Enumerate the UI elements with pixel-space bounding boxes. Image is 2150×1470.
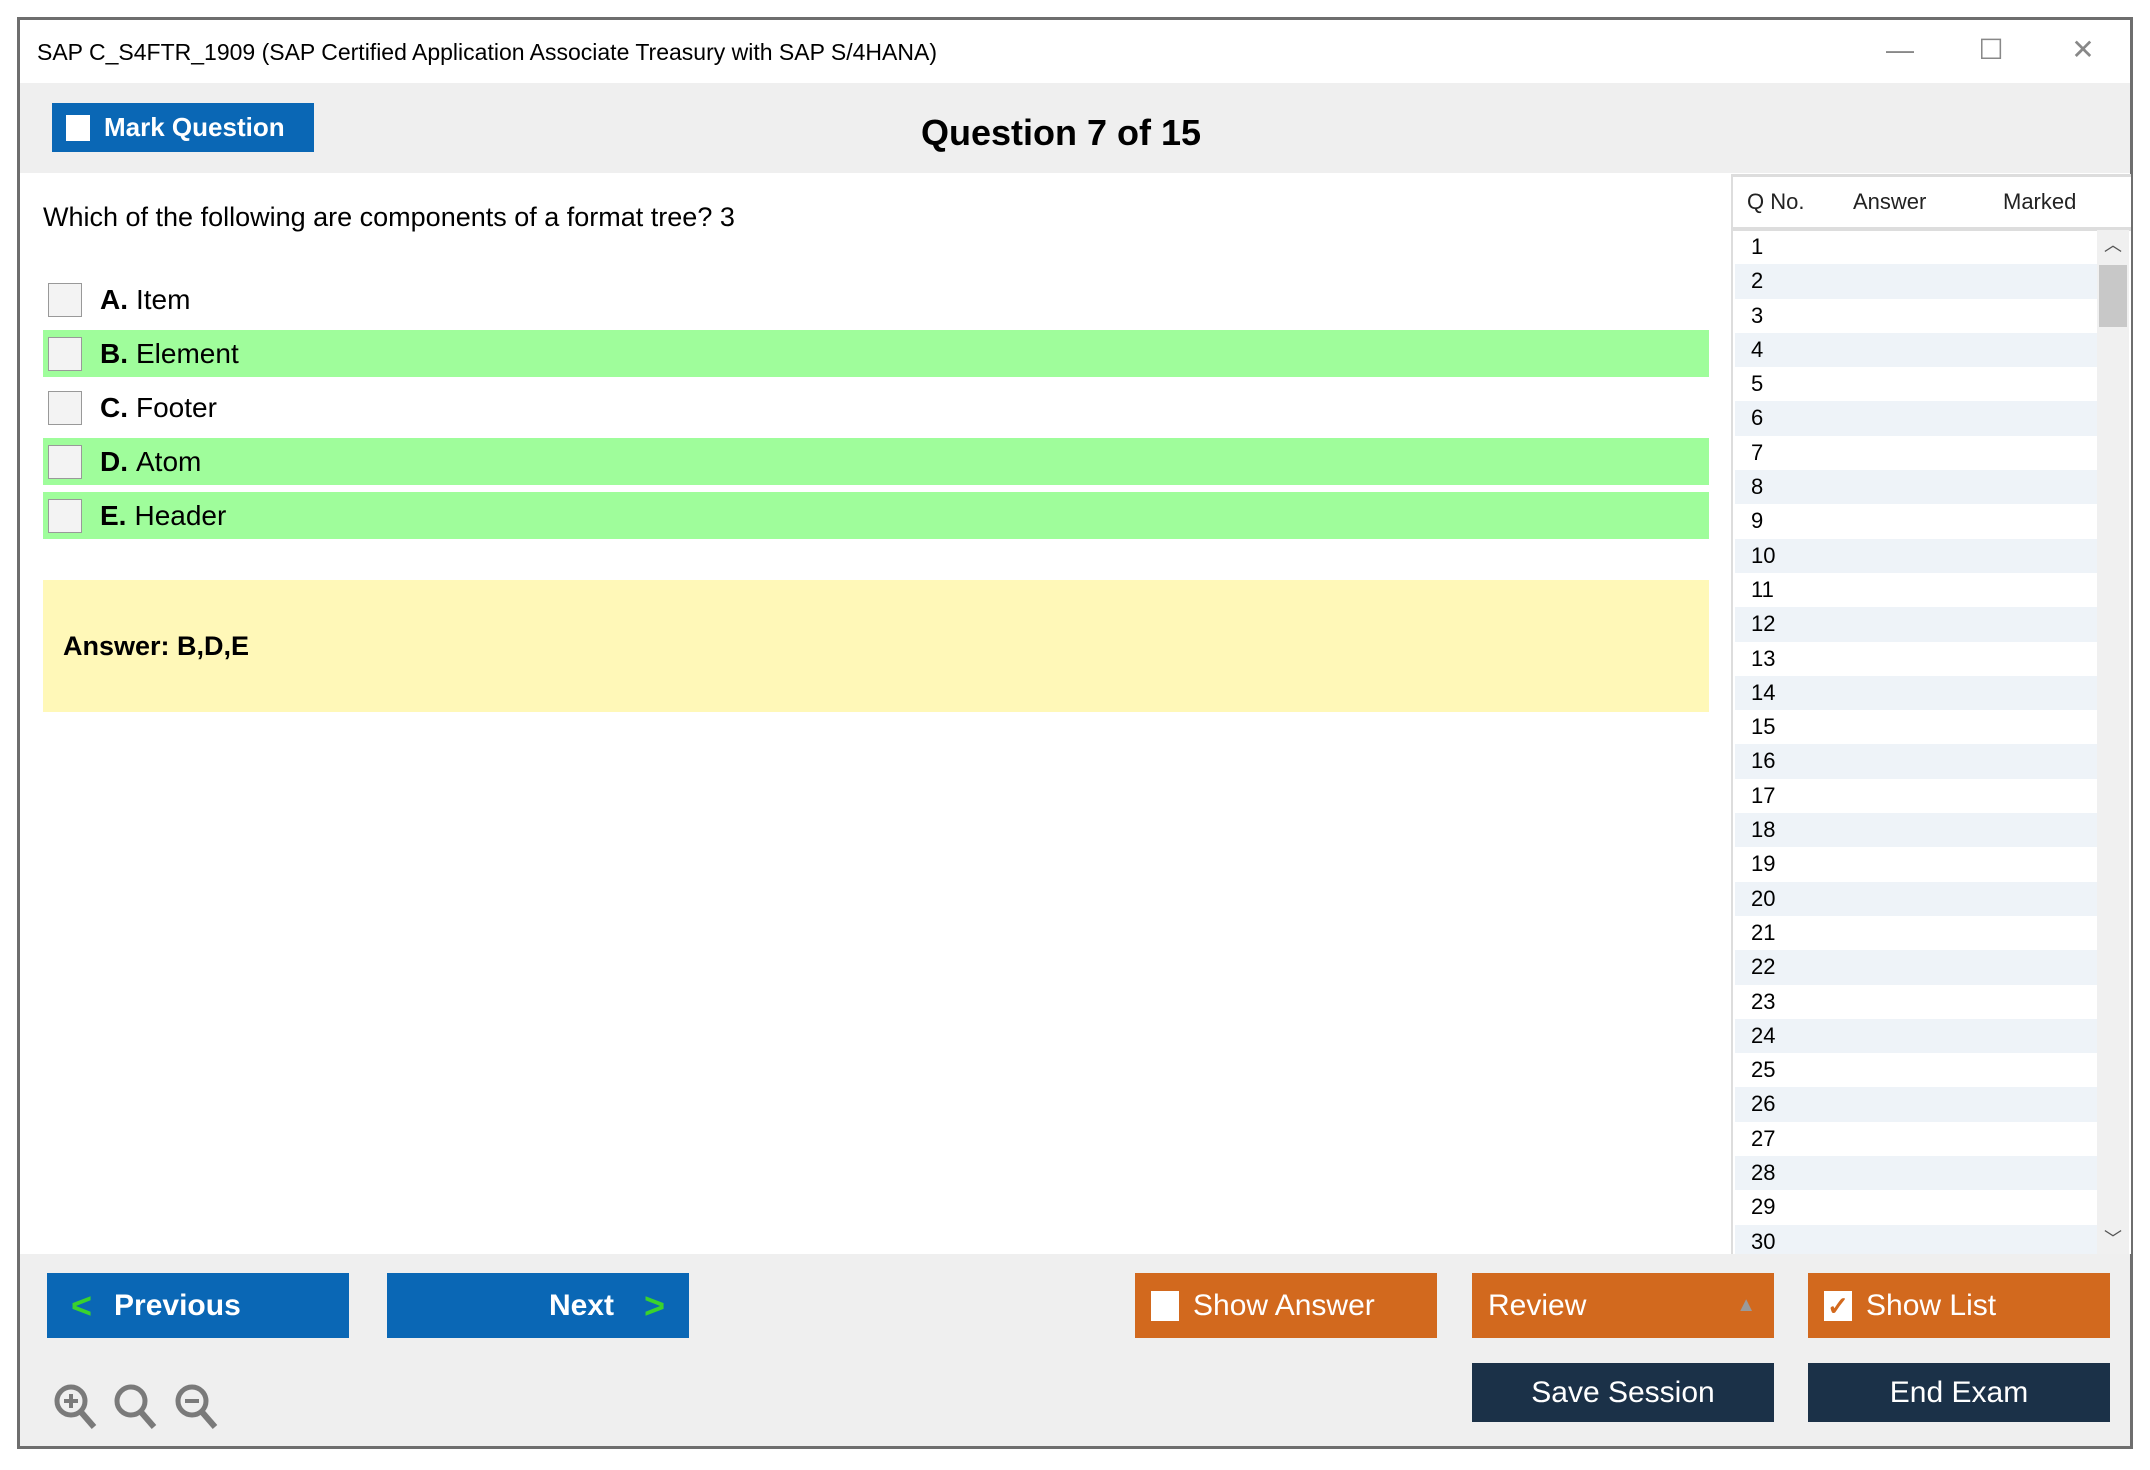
option-letter: B. <box>100 337 128 369</box>
option-checkbox[interactable] <box>48 498 82 533</box>
answer-box: Answer: B,D,E <box>43 580 1709 712</box>
scrollbar-thumb[interactable] <box>2099 265 2127 327</box>
previous-button[interactable]: < Previous <box>47 1273 349 1338</box>
option-c[interactable]: C. Footer <box>43 384 1709 431</box>
question-list-row[interactable]: 11 <box>1751 576 1774 602</box>
option-letter: A. <box>100 283 128 315</box>
question-list-row[interactable]: 24 <box>1735 1018 2099 1054</box>
review-dropdown[interactable]: Review ▲ <box>1472 1273 1774 1338</box>
question-list-row[interactable]: 14 <box>1735 675 2099 711</box>
previous-label: Previous <box>114 1288 241 1322</box>
option-text: Element <box>136 337 239 369</box>
zoom-reset-icon[interactable] <box>112 1382 158 1432</box>
show-list-button[interactable]: ✓ Show List <box>1808 1273 2110 1338</box>
question-list-row[interactable]: 18 <box>1735 813 2099 848</box>
question-list-row[interactable]: 8 <box>1735 470 2099 505</box>
question-list-panel: Q No. Answer Marked 1 2 3 4 5 6 7 8 9 10 11 12 13 14 1… <box>1731 174 2131 1259</box>
option-a[interactable]: A. Item <box>43 276 1709 323</box>
zoom-in-icon[interactable] <box>52 1382 98 1432</box>
scroll-down-icon[interactable]: ﹀ <box>2104 1229 2122 1249</box>
question-list-row[interactable]: 27 <box>1751 1125 1776 1151</box>
checkbox-checked-icon: ✓ <box>1824 1290 1852 1321</box>
mark-question-label: Mark Question <box>104 112 285 142</box>
minimize-button[interactable]: — <box>1886 34 1914 65</box>
option-checkbox[interactable] <box>48 336 82 371</box>
caret-up-icon: ▲ <box>1736 1294 1756 1316</box>
title-bar <box>20 20 2130 83</box>
footer-bar <box>20 1254 2130 1446</box>
question-list-row[interactable]: 15 <box>1751 714 1776 740</box>
show-list-label: Show List <box>1866 1288 1997 1322</box>
question-list-row[interactable]: 3 <box>1751 302 1764 328</box>
column-qno[interactable]: Q No. <box>1747 189 1805 214</box>
answer-text: Answer: B,D,E <box>63 631 250 661</box>
question-list-row[interactable]: 28 <box>1735 1156 2099 1191</box>
option-text: Footer <box>136 391 217 423</box>
question-list-row[interactable]: 23 <box>1751 988 1776 1014</box>
close-button[interactable]: ✕ <box>2071 34 2095 65</box>
option-letter: D. <box>100 445 128 477</box>
maximize-button[interactable]: ☐ <box>1978 34 2004 65</box>
question-list-row[interactable]: 16 <box>1735 744 2099 779</box>
mark-question-button[interactable]: Mark Question <box>52 103 314 152</box>
question-list-row[interactable]: 22 <box>1735 950 2099 985</box>
question-list-header: Q No. Answer Marked <box>1733 174 2131 231</box>
window-title: SAP C_S4FTR_1909 (SAP Certified Applicat… <box>37 39 937 65</box>
question-list-row[interactable]: 29 <box>1751 1194 1776 1220</box>
next-label: Next <box>548 1288 614 1322</box>
column-marked[interactable]: Marked <box>2003 189 2077 214</box>
option-checkbox[interactable] <box>48 282 82 317</box>
checkbox-icon <box>66 114 90 141</box>
checkbox-icon <box>1151 1290 1179 1321</box>
show-answer-label: Show Answer <box>1193 1288 1375 1322</box>
question-list-row[interactable]: 2 <box>1735 264 2099 299</box>
question-list-row[interactable]: 10 <box>1735 538 2099 573</box>
question-list-row[interactable]: 25 <box>1751 1057 1776 1083</box>
question-list-row[interactable]: 5 <box>1751 371 1764 397</box>
option-letter: C. <box>100 391 128 423</box>
option-checkbox[interactable] <box>48 444 82 479</box>
option-text: Item <box>136 283 191 315</box>
option-letter: E. <box>100 499 127 531</box>
question-text: Which of the following are components of… <box>43 202 735 232</box>
question-counter: Question 7 of 15 <box>920 112 1202 153</box>
question-list-row[interactable]: 13 <box>1751 645 1776 671</box>
question-list: 1 2 3 4 5 6 7 8 9 10 11 12 13 14 15 16 17 18 19 20 21 22 23 24 2… <box>1735 230 2099 1259</box>
chevron-left-icon: < <box>71 1284 93 1326</box>
option-d[interactable]: D. Atom <box>43 438 1709 485</box>
header-bar <box>20 83 2130 173</box>
review-label: Review <box>1488 1288 1587 1322</box>
column-answer[interactable]: Answer <box>1853 189 1927 214</box>
show-answer-button[interactable]: Show Answer <box>1135 1273 1437 1338</box>
question-list-row[interactable]: 6 <box>1735 401 2099 436</box>
option-b[interactable]: B. Element <box>43 330 1709 377</box>
question-list-row[interactable]: 1 <box>1751 234 1764 259</box>
option-text: Header <box>134 499 227 531</box>
question-list-row[interactable]: 17 <box>1751 782 1776 808</box>
zoom-out-icon[interactable] <box>173 1382 219 1432</box>
scrollbar[interactable]: ︿ ﹀ <box>2097 230 2129 1254</box>
question-list-row[interactable]: 30 <box>1735 1224 2099 1259</box>
question-list-row[interactable]: 19 <box>1751 851 1776 877</box>
question-list-row[interactable]: 4 <box>1735 332 2099 368</box>
question-list-row[interactable]: 20 <box>1735 881 2099 916</box>
question-list-row[interactable]: 12 <box>1735 607 2099 642</box>
end-exam-button[interactable]: End Exam <box>1808 1363 2110 1422</box>
scroll-up-icon[interactable]: ︿ <box>2104 235 2122 255</box>
question-list-row[interactable]: 26 <box>1735 1087 2099 1122</box>
option-checkbox[interactable] <box>48 390 82 425</box>
chevron-right-icon: > <box>643 1284 665 1326</box>
question-list-row[interactable]: 9 <box>1751 508 1764 534</box>
question-list-row[interactable]: 7 <box>1751 439 1764 465</box>
option-e[interactable]: E. Header <box>43 492 1709 539</box>
question-list-row[interactable]: 21 <box>1751 919 1776 945</box>
save-session-button[interactable]: Save Session <box>1472 1363 1774 1422</box>
option-text: Atom <box>136 445 202 477</box>
next-button[interactable]: Next > <box>387 1273 689 1338</box>
